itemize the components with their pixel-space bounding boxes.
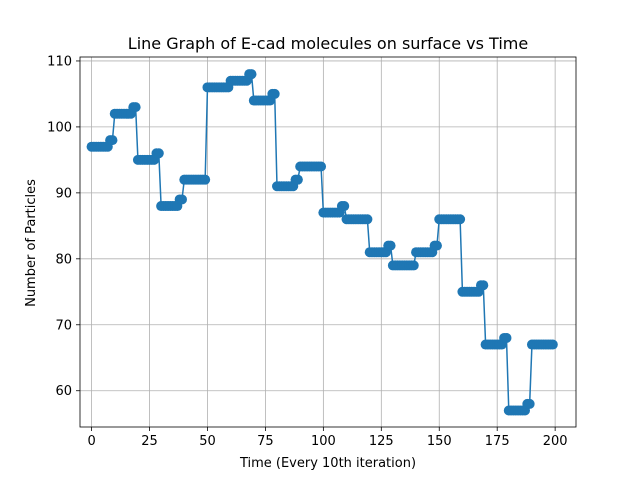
data-point	[547, 339, 558, 350]
x-tick-label: 125	[369, 434, 394, 449]
grid-lines	[80, 57, 576, 427]
y-tick-label: 60	[55, 384, 72, 399]
data-point	[153, 148, 164, 159]
x-tick-label: 100	[311, 434, 336, 449]
y-tick-label: 70	[55, 318, 72, 333]
data-point	[176, 194, 187, 205]
data-point	[431, 240, 442, 251]
x-tick-label: 200	[543, 434, 568, 449]
data-point	[269, 88, 280, 99]
data-series	[86, 69, 558, 416]
data-point	[292, 174, 303, 185]
chart-title: Line Graph of E-cad molecules on surface…	[128, 34, 528, 53]
axes-frame	[79, 56, 577, 428]
y-tick-label: 100	[47, 120, 72, 135]
y-tick-label: 90	[55, 186, 72, 201]
data-point	[478, 280, 489, 291]
data-point	[130, 102, 141, 113]
y-tick-label: 80	[55, 252, 72, 267]
x-tick-label: 75	[257, 434, 274, 449]
data-point	[408, 260, 419, 271]
axis-ticks: 0 25 50 75 100 125 150 175 200 60 70 80 90 100 110	[47, 54, 567, 449]
data-point	[339, 201, 350, 212]
data-point	[246, 69, 257, 80]
x-tick-label: 25	[141, 434, 158, 449]
data-point	[200, 174, 211, 185]
y-axis-label: Number of Particles	[24, 179, 39, 307]
x-tick-label: 175	[485, 434, 510, 449]
data-point	[316, 161, 327, 172]
y-tick-label: 110	[47, 54, 72, 69]
data-point	[385, 240, 396, 251]
x-tick-label: 150	[427, 434, 452, 449]
data-point	[501, 332, 512, 343]
data-point	[455, 214, 466, 225]
data-point	[524, 398, 535, 409]
data-point	[362, 214, 373, 225]
data-point	[107, 135, 118, 146]
x-tick-label: 50	[199, 434, 216, 449]
x-tick-label: 0	[87, 434, 95, 449]
x-axis-label: Time (Every 10th iteration)	[239, 456, 416, 471]
